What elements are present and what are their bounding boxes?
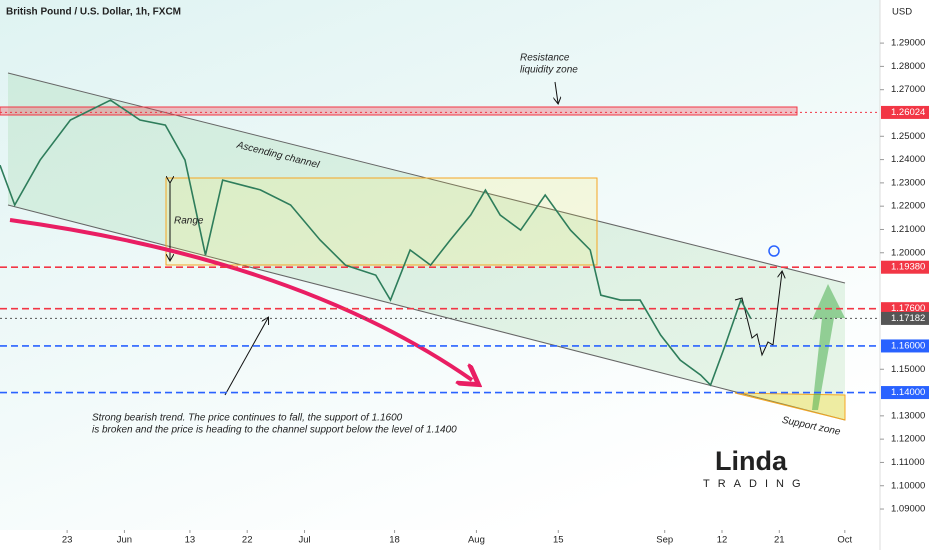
y-tick-label: 1.13000 (891, 410, 925, 421)
annotation: Range (174, 216, 204, 227)
level-label-box (881, 311, 929, 325)
channel-bottom (7, 204, 846, 421)
x-tick-label: Jun (117, 535, 132, 546)
y-tick-label: 1.24000 (891, 154, 925, 165)
level-label-box (881, 386, 929, 400)
resistance-zone (0, 106, 798, 116)
price-axis (880, 0, 932, 550)
y-tick-label: 1.29000 (891, 38, 925, 49)
y-tick-label: 1.21000 (891, 224, 925, 235)
y-tick-label: 1.15000 (891, 364, 925, 375)
logo-name: Linda (715, 446, 788, 476)
level-label: 1.26024 (891, 107, 925, 118)
x-tick-label: Oct (837, 535, 852, 546)
target-marker (768, 245, 780, 257)
trend-curve (9, 218, 472, 380)
x-tick-label: 18 (389, 535, 400, 546)
logo-subtitle: TRADING (703, 478, 809, 490)
x-tick-label: 12 (717, 535, 728, 546)
y-tick-label: 1.28000 (891, 61, 925, 72)
channel-fill (8, 73, 845, 420)
annotation: is broken and the price is heading to th… (92, 425, 457, 436)
x-tick-label: 22 (242, 535, 253, 546)
level-label: 1.16000 (891, 340, 925, 351)
level-label: 1.19380 (891, 262, 925, 273)
y-tick-label: 1.12000 (891, 434, 925, 445)
level-label-box (881, 339, 929, 353)
x-tick-label: Jul (298, 535, 310, 546)
y-tick-label: 1.27000 (891, 84, 925, 95)
price-line (0, 99, 752, 387)
target-arrow (812, 284, 845, 410)
level-label: 1.17182 (891, 313, 925, 324)
annotation: Resistance (520, 53, 570, 64)
chart-title: British Pound / U.S. Dollar, 1h, FXCM (6, 7, 181, 18)
currency: USD (892, 7, 912, 18)
y-tick-label: 1.23000 (891, 177, 925, 188)
annotation: liquidity zone (520, 65, 578, 76)
level-label: 1.17600 (891, 303, 925, 314)
y-tick-label: 1.10000 (891, 480, 925, 491)
y-tick-label: 1.22000 (891, 201, 925, 212)
range-box (165, 177, 598, 266)
x-tick-label: 13 (185, 535, 196, 546)
y-tick-label: 1.11000 (891, 457, 925, 468)
time-axis (0, 530, 880, 550)
annotation: Strong bearish trend. The price continue… (92, 413, 403, 424)
x-tick-label: Aug (468, 535, 485, 546)
level-label-box (881, 260, 929, 274)
x-tick-label: Sep (656, 535, 673, 546)
x-tick-label: 21 (774, 535, 785, 546)
resistance-arrow (555, 81, 558, 103)
x-tick-label: 23 (62, 535, 73, 546)
level-label-box (881, 105, 929, 119)
note-arrow (224, 318, 268, 396)
y-tick-label: 1.09000 (891, 504, 925, 515)
y-tick-label: 1.20000 (891, 247, 925, 258)
y-tick-label: 1.25000 (891, 131, 925, 142)
x-tick-label: 15 (553, 535, 564, 546)
level-label: 1.14000 (891, 387, 925, 398)
